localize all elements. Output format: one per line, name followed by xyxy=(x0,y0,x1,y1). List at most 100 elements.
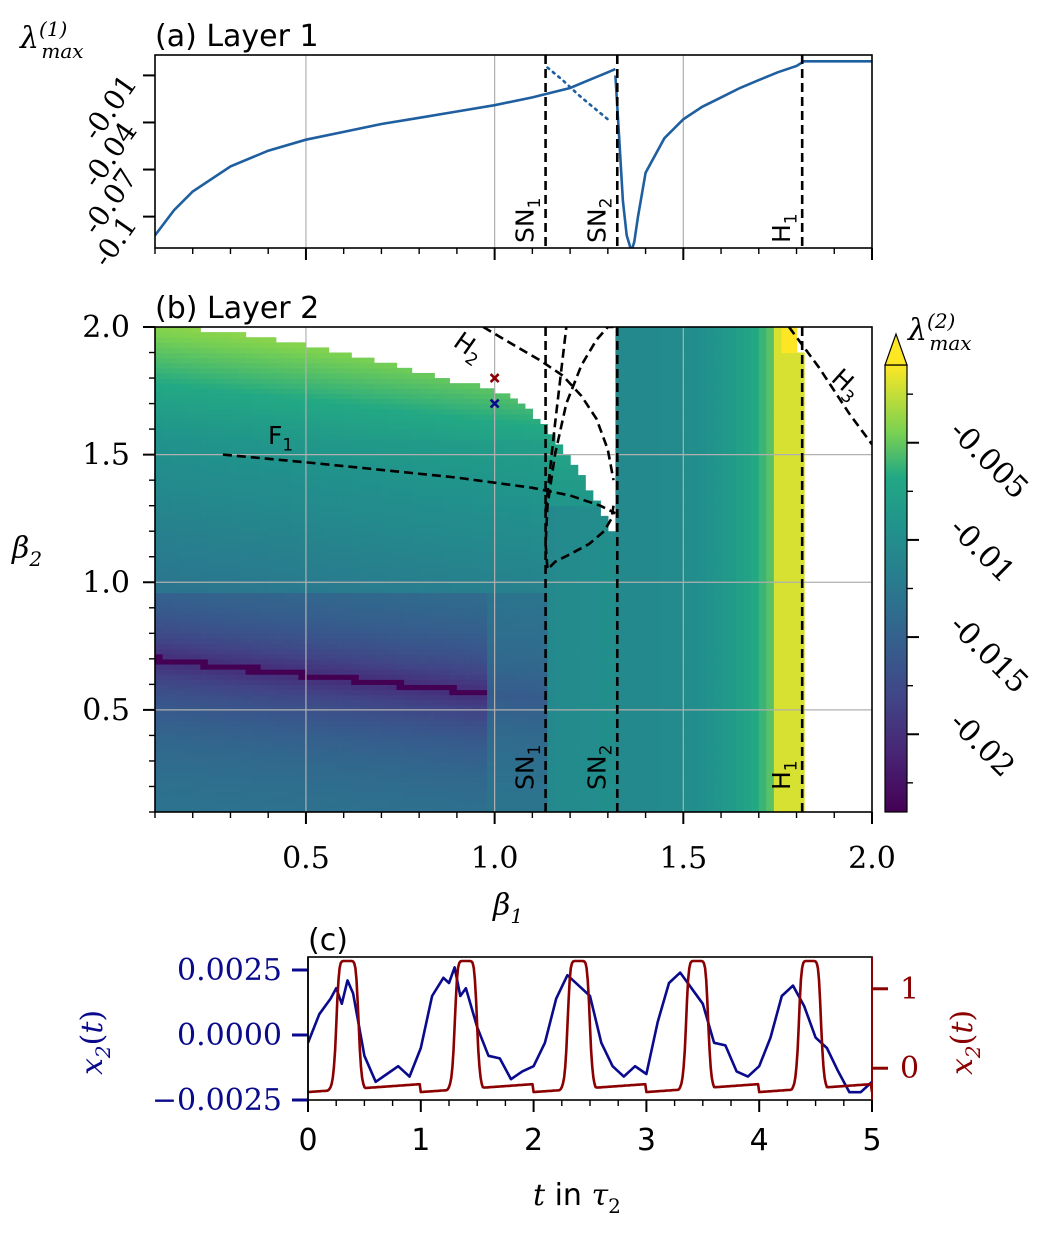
heat-cell xyxy=(487,572,496,578)
heat-cell xyxy=(388,791,398,798)
heat-cell xyxy=(419,480,428,486)
heat-cell xyxy=(562,633,571,640)
heat-cell xyxy=(192,490,201,497)
heat-cell xyxy=(396,587,405,594)
heat-cell xyxy=(539,439,549,446)
heat-cell xyxy=(358,704,367,711)
heat-cell xyxy=(290,536,299,543)
heat-cell xyxy=(215,643,224,650)
heat-cell xyxy=(313,531,322,537)
heat-cell xyxy=(253,760,262,767)
heat-cell xyxy=(222,684,232,691)
heat-cell xyxy=(298,418,307,425)
heat-cell xyxy=(388,444,398,451)
heat-cell xyxy=(253,766,262,772)
heat-cell xyxy=(215,531,224,537)
heat-cell xyxy=(509,638,518,645)
heat-cell xyxy=(577,669,586,675)
heat-cell xyxy=(411,577,420,583)
heat-cell xyxy=(562,464,571,471)
heat-cell xyxy=(207,561,216,568)
heat-cell xyxy=(524,515,533,522)
heat-cell xyxy=(177,745,186,752)
heat-cell xyxy=(215,454,224,461)
heat-cell xyxy=(170,607,179,614)
heat-cell xyxy=(290,592,299,599)
heat-cell xyxy=(313,709,322,716)
heat-cell xyxy=(524,740,533,747)
heat-cell xyxy=(192,735,201,742)
heat-cell xyxy=(162,398,171,405)
heat-cell xyxy=(260,648,269,655)
heat-cell xyxy=(532,786,541,793)
heat-cell xyxy=(456,709,466,716)
heat-cell xyxy=(245,750,254,757)
heat-cell xyxy=(200,459,209,466)
heat-cell xyxy=(502,454,511,461)
heat-cell xyxy=(305,735,315,742)
heat-cell xyxy=(245,689,254,696)
heat-cell xyxy=(404,536,413,543)
heat-cell xyxy=(388,694,398,701)
heat-cell xyxy=(162,556,171,563)
heat-cell xyxy=(509,510,518,517)
heat-cell xyxy=(555,546,564,553)
heat-cell xyxy=(426,546,435,553)
heat-cell xyxy=(547,597,556,604)
heat-cell xyxy=(230,500,239,507)
heat-cell xyxy=(404,541,413,548)
heat-cell xyxy=(185,495,194,502)
heat-cell xyxy=(305,439,315,446)
heat-cell xyxy=(494,653,503,660)
heat-cell xyxy=(381,750,390,757)
heat-cell xyxy=(502,760,511,767)
heat-cell xyxy=(215,623,224,629)
heat-cell xyxy=(456,393,466,400)
heat-cell xyxy=(283,771,292,777)
heat-cell xyxy=(411,372,420,379)
heat-cell xyxy=(192,424,201,430)
heat-cell xyxy=(238,658,247,665)
heat-cell xyxy=(358,546,367,553)
heat-cell xyxy=(305,801,315,808)
heat-cell xyxy=(245,342,254,349)
heat-cell xyxy=(207,607,216,614)
heat-cell xyxy=(253,582,262,588)
heat-cell xyxy=(366,418,375,425)
heat-cell xyxy=(479,806,488,812)
heat-cell xyxy=(555,771,564,777)
heat-cell xyxy=(321,720,330,726)
heat-cell xyxy=(253,556,262,563)
heat-cell xyxy=(260,367,269,374)
heat-cell xyxy=(539,561,549,568)
heat-cell xyxy=(426,378,435,384)
heat-cell xyxy=(358,745,367,752)
heat-cell xyxy=(343,403,352,410)
heat-cell xyxy=(343,725,352,731)
heat-cell xyxy=(222,413,232,420)
heat-cell xyxy=(426,418,435,425)
heat-cell xyxy=(222,551,232,558)
heat-cell xyxy=(343,771,352,777)
heat-cell xyxy=(192,618,201,624)
heat-cell xyxy=(388,786,398,793)
heat-cell xyxy=(532,561,541,568)
heat-cell xyxy=(321,444,330,451)
heat-cell xyxy=(441,413,450,420)
heat-cell xyxy=(185,347,194,354)
heat-cell xyxy=(321,766,330,772)
heat-cell xyxy=(404,424,413,430)
heat-cell xyxy=(155,776,164,782)
heat-cell xyxy=(328,459,337,466)
heat-cell xyxy=(336,485,345,491)
heat-cell xyxy=(487,515,496,522)
heat-cell xyxy=(230,658,239,665)
heat-cell xyxy=(509,776,518,782)
heat-cell xyxy=(396,500,405,507)
heat-cell xyxy=(177,582,186,588)
heat-cell xyxy=(336,674,345,680)
heat-cell xyxy=(532,720,541,726)
heat-cell xyxy=(260,418,269,425)
heat-cell xyxy=(388,582,398,588)
heat-cell xyxy=(471,643,481,650)
